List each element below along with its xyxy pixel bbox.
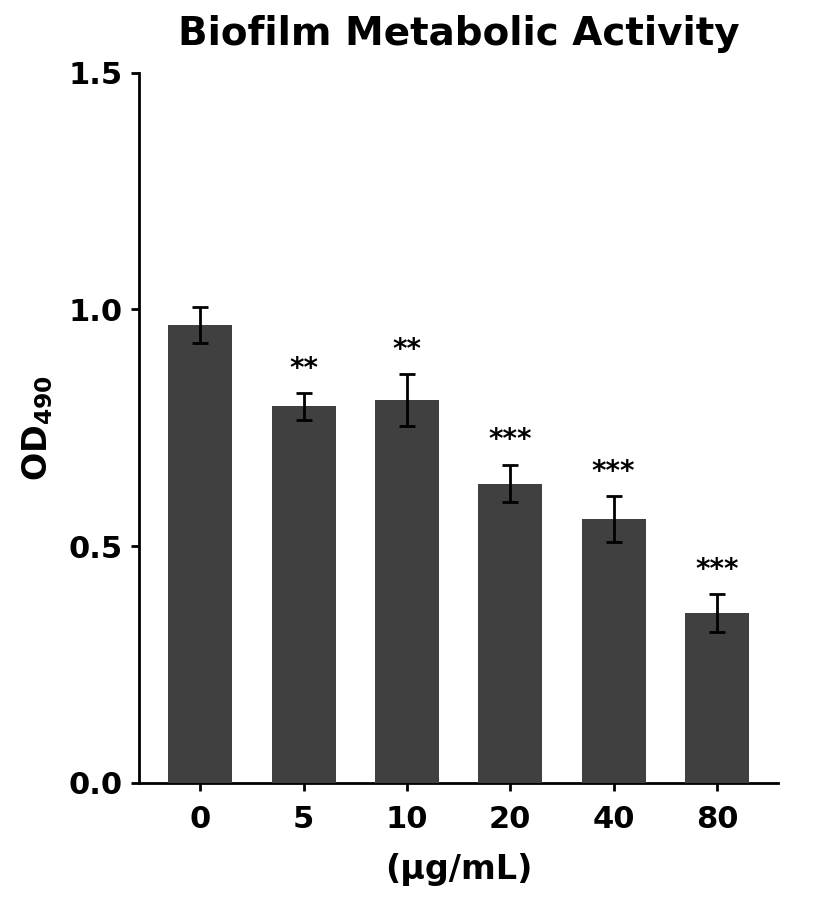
Text: ***: ***: [489, 426, 532, 454]
Bar: [478, 483, 542, 783]
Text: ***: ***: [695, 556, 739, 584]
X-axis label: (μg/mL): (μg/mL): [385, 854, 532, 886]
Bar: [685, 613, 749, 783]
Bar: [272, 407, 336, 783]
Y-axis label: $\mathregular{OD_{490}}$: $\mathregular{OD_{490}}$: [20, 375, 55, 480]
Text: **: **: [289, 355, 318, 383]
Text: ***: ***: [592, 458, 636, 486]
Bar: [168, 325, 233, 783]
Bar: [581, 519, 645, 783]
Title: Biofilm Metabolic Activity: Biofilm Metabolic Activity: [178, 15, 740, 53]
Text: **: **: [392, 336, 422, 364]
Bar: [375, 400, 439, 783]
